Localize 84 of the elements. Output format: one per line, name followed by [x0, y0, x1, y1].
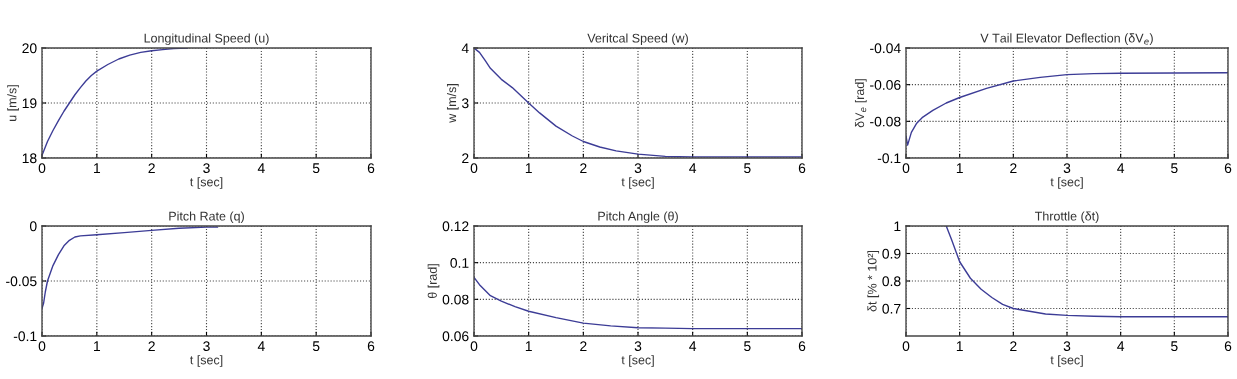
x-tick-label: 1: [956, 163, 963, 173]
y-tick-label: 2: [462, 153, 469, 164]
y-tick-label: 0.12: [442, 221, 469, 232]
y-tick-label: 3: [461, 98, 469, 109]
chart-title: Longitudinal Speed (u): [144, 33, 269, 46]
x-axis-title: t [sec]: [621, 177, 654, 189]
x-tick-label: 6: [1224, 341, 1232, 352]
chart-title: V Tail Elevator Deflection (δV$_{e}$): [980, 33, 1153, 45]
x-axis-title: t [sec]: [190, 177, 223, 189]
y-tick-label: 18: [22, 153, 37, 164]
y-tick-label: 0.1: [450, 258, 469, 268]
line-series: [906, 72, 1228, 146]
y-tick-label: 0: [29, 221, 37, 232]
x-tick-label: 2: [580, 163, 587, 173]
x-tick-label: 5: [1171, 341, 1178, 352]
y-tick-label: 19: [22, 98, 37, 109]
y-tick-label: 4: [461, 43, 469, 54]
x-tick-label: 0: [470, 163, 478, 174]
y-tick-label: 0.08: [442, 294, 469, 305]
x-tick-label: 4: [689, 341, 697, 351]
chart-title: Veritcal Speed (w): [587, 33, 688, 46]
x-tick-label: 3: [1063, 163, 1071, 174]
x-tick-label: 2: [580, 341, 587, 351]
y-tick-label: 0.8: [882, 276, 901, 287]
y-axis-title: δt [% * 10²]: [867, 250, 880, 312]
x-tick-label: 1: [94, 163, 101, 173]
x-tick-label: 6: [798, 341, 806, 352]
y-tick-label: -0.08: [870, 116, 901, 127]
x-tick-label: 4: [1117, 341, 1125, 351]
x-tick-label: 2: [1010, 341, 1017, 351]
x-tick-label: 0: [38, 163, 46, 174]
y-tick-label: 0.06: [442, 331, 469, 342]
x-tick-label: 5: [744, 341, 751, 352]
x-axis-title: t [sec]: [1050, 355, 1083, 367]
x-tick-label: 3: [1063, 341, 1071, 352]
x-axis-title: t [sec]: [190, 355, 223, 367]
y-tick-label: -0.06: [870, 80, 901, 90]
x-tick-label: 6: [367, 163, 375, 174]
x-tick-label: 2: [1010, 163, 1017, 173]
x-tick-label: 2: [148, 341, 155, 351]
x-tick-label: 0: [38, 341, 46, 352]
line-series: [945, 226, 1228, 318]
x-tick-label: 4: [257, 341, 265, 351]
x-tick-label: 2: [148, 163, 155, 173]
y-axis-title: δV$_{e}$ [rad]: [854, 79, 867, 128]
x-tick-label: 5: [312, 341, 320, 352]
y-tick-label: 20: [22, 43, 37, 54]
x-tick-label: 6: [367, 341, 375, 352]
y-axis-title: u [m/s]: [7, 85, 19, 121]
x-tick-label: 0: [470, 341, 478, 352]
x-tick-label: 5: [744, 163, 751, 174]
y-tick-label: 0.7: [882, 303, 901, 314]
x-tick-label: 6: [1224, 163, 1232, 174]
chart-title: Pitch Angle (θ): [598, 211, 678, 224]
chart-title: Pitch Rate (q): [169, 211, 244, 224]
x-tick-label: 3: [634, 163, 642, 174]
x-tick-label: 3: [634, 341, 642, 352]
y-axis-title: θ [rad]: [427, 264, 440, 299]
x-tick-label: 0: [902, 341, 910, 352]
x-tick-label: 4: [1117, 163, 1125, 173]
x-tick-label: 1: [525, 163, 532, 173]
y-tick-label: -0.1: [13, 331, 37, 342]
y-tick-label: 0.9: [882, 248, 901, 259]
x-axis-title: t [sec]: [621, 355, 654, 367]
x-tick-label: 3: [203, 163, 210, 174]
line-series: [474, 276, 802, 330]
x-tick-label: 1: [956, 341, 963, 351]
line-series: [474, 48, 802, 158]
x-tick-label: 1: [94, 341, 101, 351]
x-tick-label: 3: [203, 341, 210, 352]
y-tick-label: 1: [894, 221, 901, 232]
x-axis-title: t [sec]: [1050, 177, 1083, 189]
y-tick-label: -0.1: [877, 153, 901, 164]
x-tick-label: 5: [1171, 163, 1178, 174]
x-tick-label: 4: [257, 163, 265, 173]
y-tick-label: -0.04: [870, 43, 901, 54]
x-tick-label: 5: [312, 163, 320, 174]
x-tick-label: 4: [689, 163, 697, 173]
x-tick-label: 1: [525, 341, 532, 351]
x-tick-label: 0: [902, 163, 910, 174]
y-tick-label: -0.05: [6, 276, 37, 287]
x-tick-label: 6: [798, 163, 806, 174]
chart-title: Throttle (δt): [1034, 211, 1099, 224]
y-axis-title: w [m/s]: [446, 84, 459, 123]
